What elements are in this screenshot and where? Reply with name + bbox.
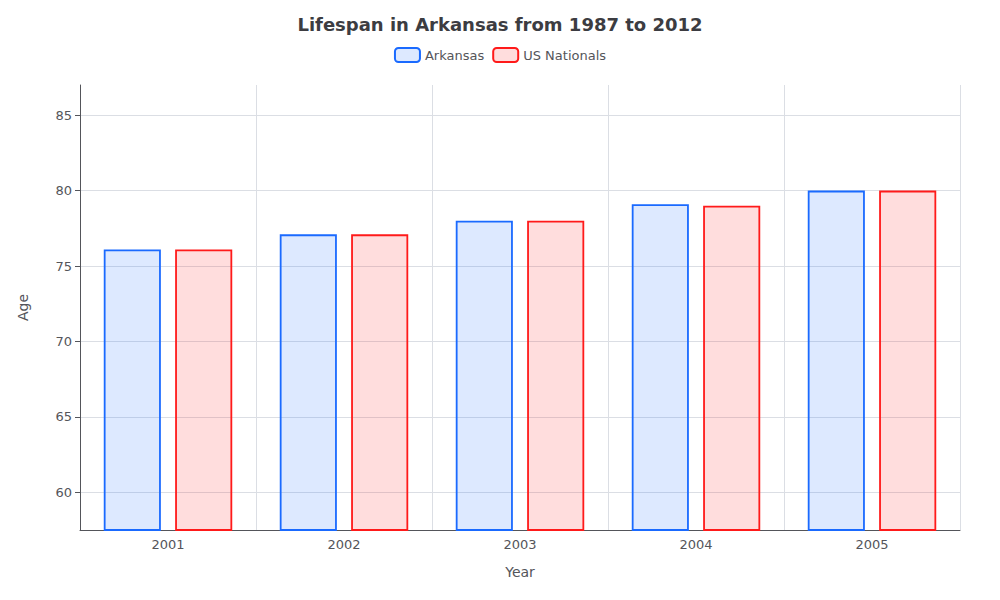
svg-text:Arkansas: Arkansas: [425, 48, 484, 63]
svg-text:2004: 2004: [679, 537, 712, 552]
svg-text:70: 70: [55, 334, 72, 349]
svg-text:Year: Year: [504, 564, 535, 580]
svg-text:85: 85: [55, 108, 72, 123]
svg-text:2002: 2002: [327, 537, 360, 552]
svg-text:80: 80: [55, 183, 72, 198]
svg-text:60: 60: [55, 485, 72, 500]
svg-text:US Nationals: US Nationals: [523, 48, 606, 63]
svg-text:2001: 2001: [151, 537, 184, 552]
svg-text:75: 75: [55, 259, 72, 274]
svg-text:Age: Age: [15, 294, 31, 321]
svg-text:Lifespan in Arkansas from 1987: Lifespan in Arkansas from 1987 to 2012: [297, 14, 702, 35]
svg-text:65: 65: [55, 409, 72, 424]
svg-text:2003: 2003: [503, 537, 536, 552]
svg-text:2005: 2005: [855, 537, 888, 552]
